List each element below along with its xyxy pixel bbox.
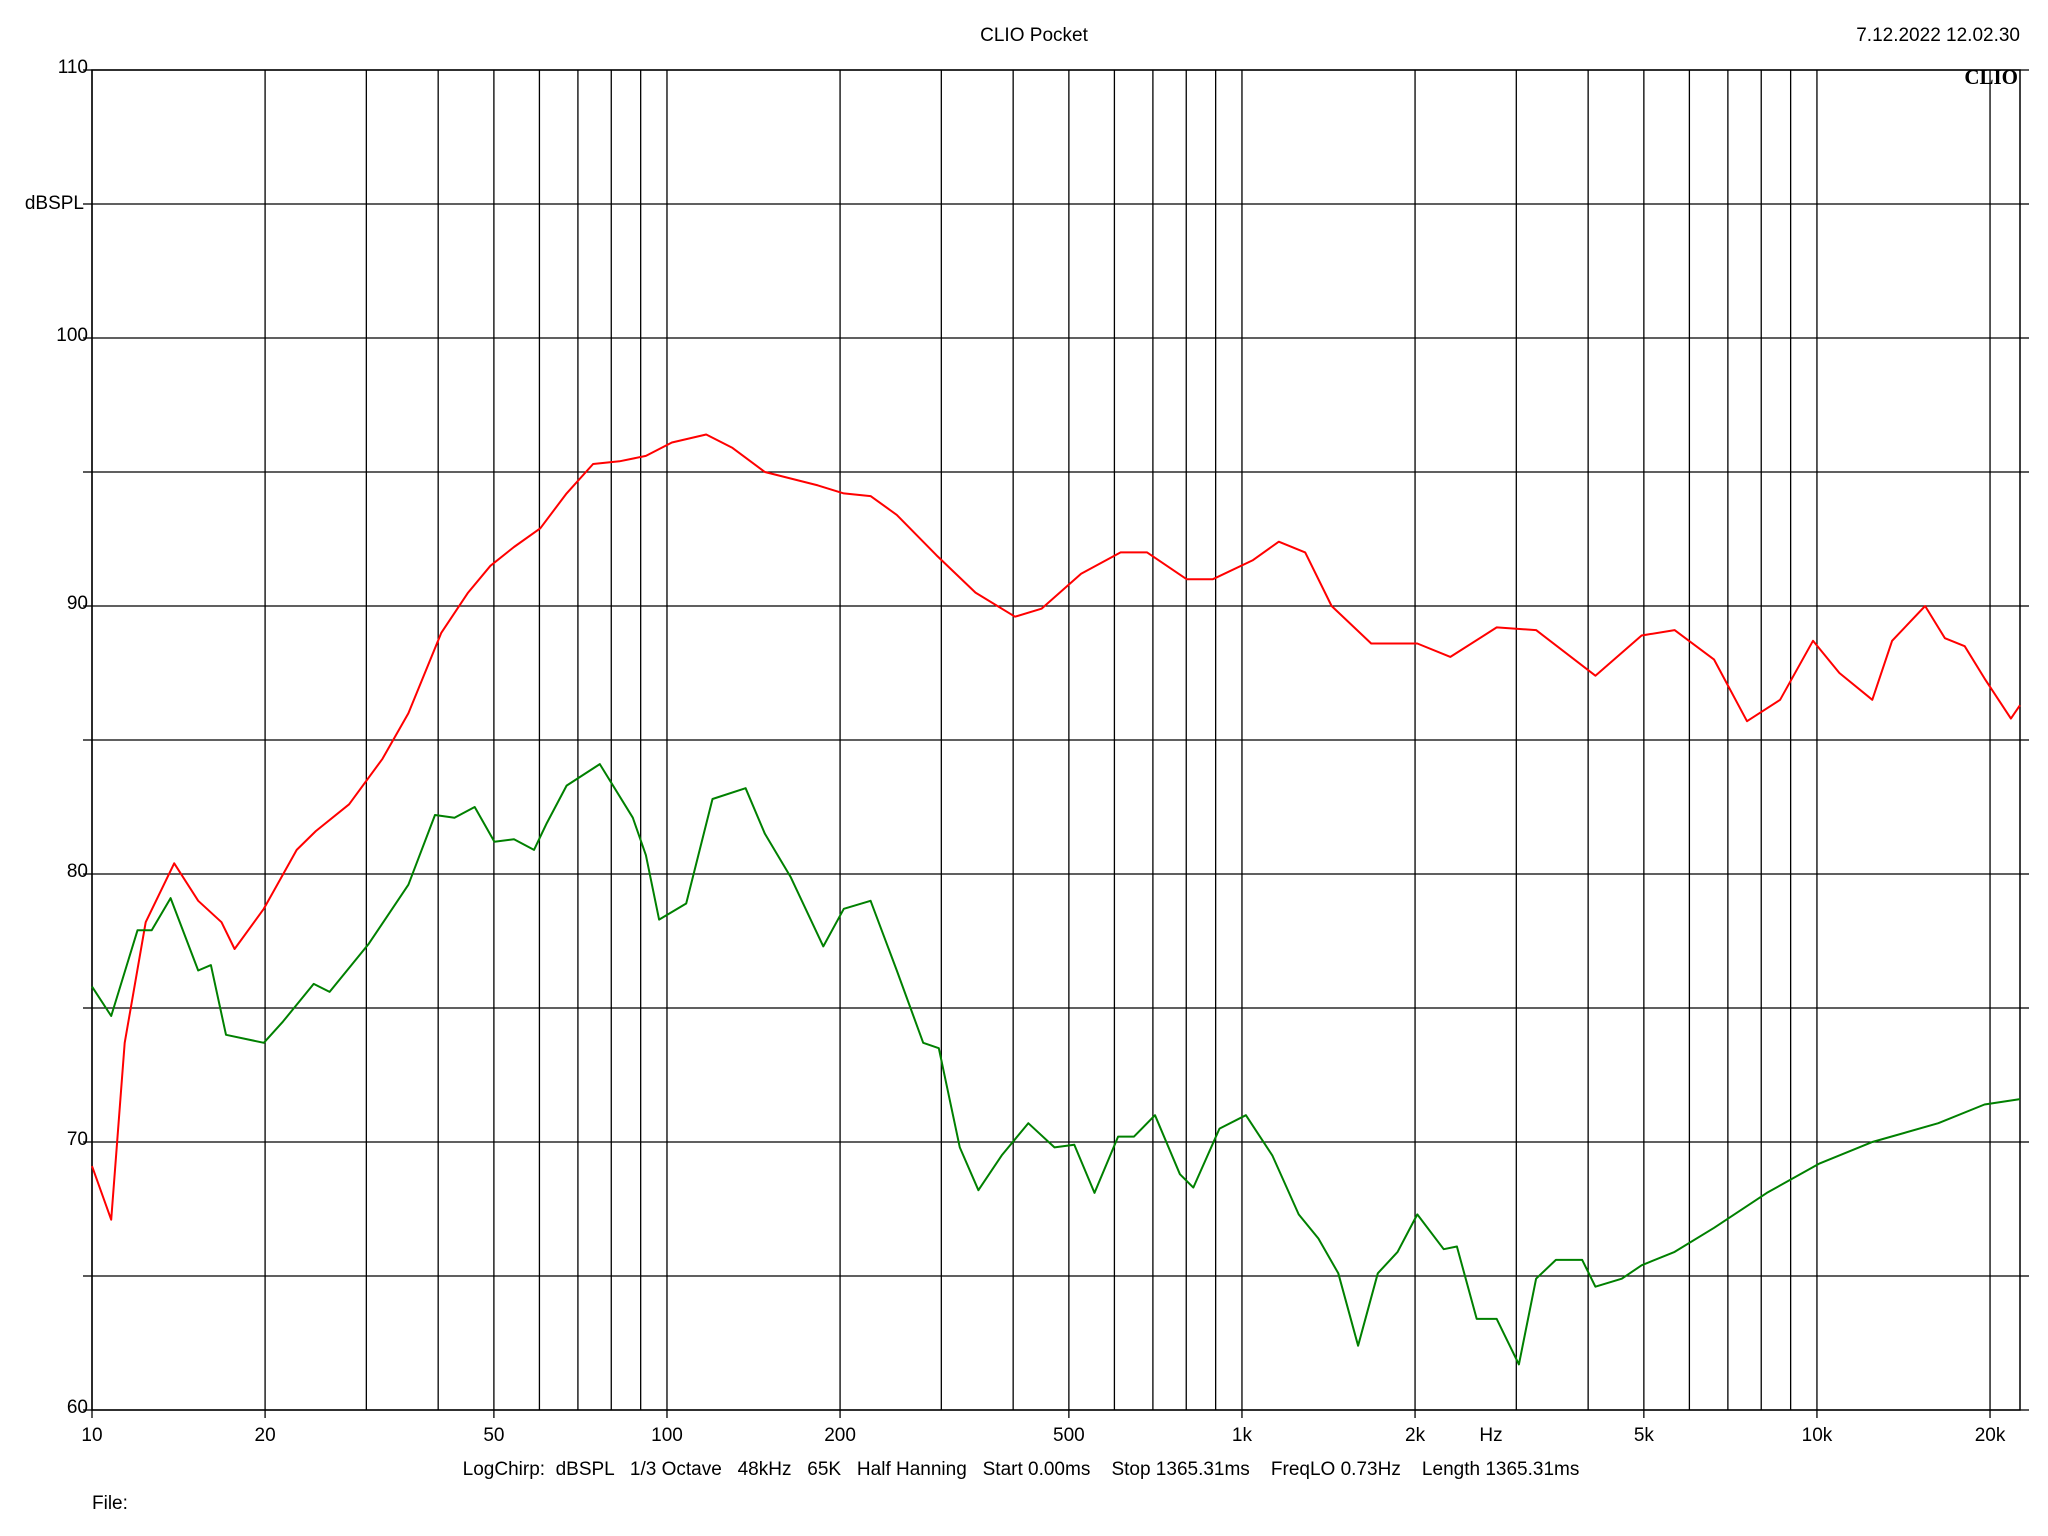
x-tick-label: 1k bbox=[1232, 1425, 1253, 1446]
x-tick-label: 10k bbox=[1802, 1425, 1833, 1446]
plot-frame bbox=[91, 69, 2021, 1411]
x-tick-label: 200 bbox=[824, 1425, 856, 1446]
x-tick-label: 2k bbox=[1405, 1425, 1426, 1446]
x-tick-label: 5k bbox=[1634, 1425, 1655, 1446]
x-tick-label: 20 bbox=[255, 1425, 276, 1446]
file-label: File: bbox=[92, 1493, 128, 1514]
x-axis-label: Hz bbox=[1479, 1425, 1502, 1446]
x-tick-label: 50 bbox=[483, 1425, 504, 1446]
y-axis-label: dBSPL bbox=[25, 193, 84, 214]
x-tick-label: 20k bbox=[1975, 1425, 2006, 1446]
y-tick-label: 70 bbox=[67, 1129, 88, 1150]
y-tick-label: 90 bbox=[67, 593, 88, 614]
x-tick-label: 500 bbox=[1053, 1425, 1085, 1446]
x-tick-label: 10 bbox=[81, 1425, 102, 1446]
x-tick-label: 100 bbox=[651, 1425, 683, 1446]
y-tick-label: 100 bbox=[56, 325, 88, 346]
data-line bbox=[91, 763, 2021, 1366]
timestamp: 7.12.2022 12.02.30 bbox=[1856, 25, 2020, 46]
data-line bbox=[91, 433, 2021, 1221]
y-tick-label: 80 bbox=[67, 861, 88, 882]
footer: LogChirp: dBSPL 1/3 Octave 48kHz 65K Hal… bbox=[463, 1459, 1580, 1480]
chart-title: CLIO Pocket bbox=[980, 25, 1088, 46]
logo: CLIO bbox=[1964, 65, 2018, 89]
y-tick-label: 60 bbox=[67, 1397, 88, 1418]
y-tick-label: 110 bbox=[58, 57, 88, 78]
